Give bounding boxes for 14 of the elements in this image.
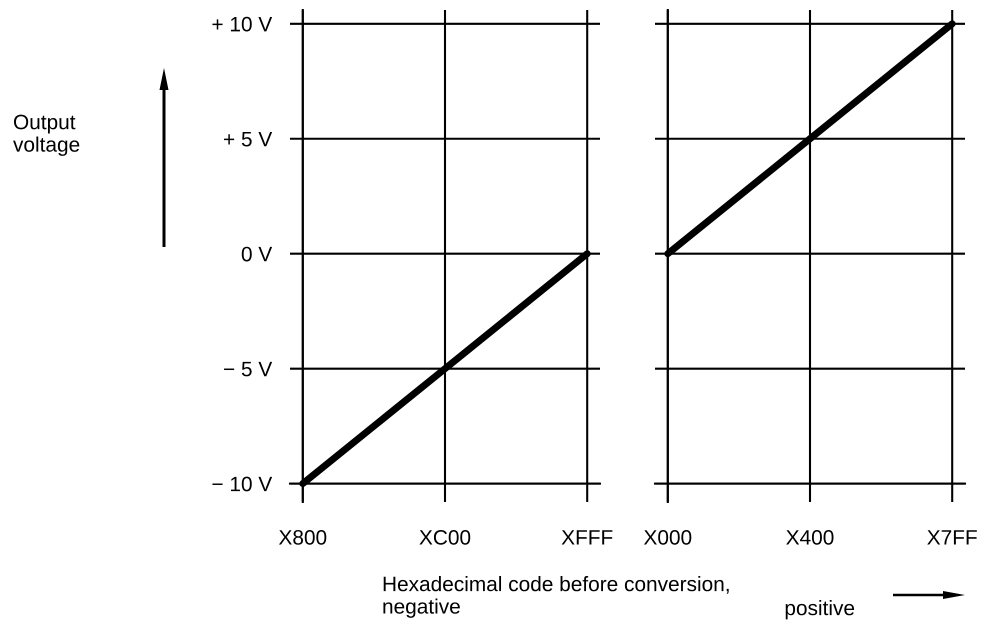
- y-tick-label: + 5 V: [224, 132, 272, 146]
- x-tick-label: X400: [786, 530, 834, 545]
- y-tick-label: − 5 V: [224, 362, 272, 376]
- y-tick-label: 0 V: [242, 246, 272, 262]
- x-tick-label: X800: [278, 530, 326, 545]
- x-tick-label: XFFF: [562, 530, 612, 545]
- x-tick-label: XC00: [419, 530, 470, 545]
- x-axis-title: Hexadecimal code before conversion, negative: [383, 576, 729, 618]
- x-tick-label: X7FF: [927, 530, 977, 545]
- y-tick-label: − 10 V: [212, 476, 272, 492]
- x-tick-label: X000: [644, 530, 692, 545]
- y-tick-label: + 10 V: [212, 16, 272, 32]
- x-axis-title: positive: [786, 600, 854, 620]
- y-axis-title: Output voltage: [13, 114, 80, 156]
